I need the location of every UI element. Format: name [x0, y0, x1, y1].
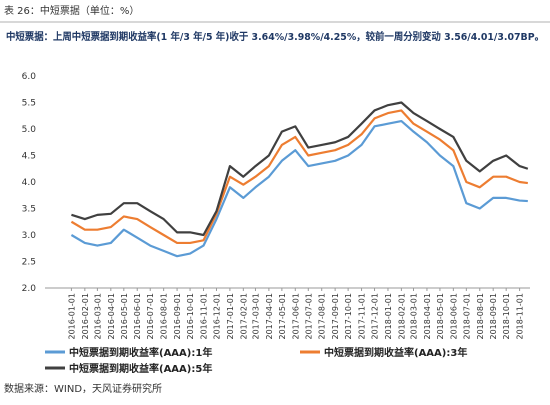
x-tick-label: 2017-09-01 [331, 293, 340, 340]
series-line [70, 109, 528, 245]
x-tick-label: 2016-02-01 [81, 293, 90, 340]
x-tick-label: 2018-01-01 [384, 293, 393, 340]
x-tick-label: 2016-11-01 [199, 293, 208, 340]
x-tick-label: 2017-03-01 [251, 293, 260, 340]
legend-label: 中短票据到期收益率(AAA):1年 [69, 346, 212, 359]
x-tick-label: 2016-12-01 [212, 293, 221, 340]
y-tick-label: 4.5 [22, 152, 36, 162]
x-tick-label: 2017-07-01 [304, 293, 313, 340]
x-tick-label: 2016-07-01 [146, 293, 155, 340]
x-tick-label: 2018-04-01 [423, 293, 432, 340]
x-tick-label: 2018-09-01 [489, 293, 498, 340]
x-tick-label: 2018-08-01 [476, 293, 485, 340]
y-tick-label: 6.0 [22, 72, 37, 82]
legend-label: 中短票据到期收益率(AAA):5年 [69, 362, 212, 375]
x-tick-label: 2017-01-01 [226, 293, 235, 340]
x-tick-label: 2017-05-01 [278, 293, 287, 340]
x-tick-label: 2016-04-01 [107, 293, 116, 340]
series-line [71, 101, 529, 237]
x-tick-label: 2016-09-01 [173, 293, 182, 340]
x-tick-label: 2016-06-01 [133, 293, 142, 340]
x-tick-label: 2018-03-01 [410, 293, 419, 340]
x-tick-label: 2018-06-01 [449, 293, 458, 340]
y-tick-label: 3.0 [22, 231, 37, 241]
x-tick-label: 2017-11-01 [358, 293, 367, 340]
source-note: 数据来源：WIND，天风证券研究所 [4, 382, 162, 395]
x-tick-label: 2016-03-01 [93, 293, 102, 340]
chart-title: 表 26：中短票据（单位：%） [4, 4, 139, 17]
x-tick-label: 2016-08-01 [160, 293, 169, 340]
legend-label: 中短票据到期收益率(AAA):3年 [324, 346, 467, 359]
x-tick-label: 2018-10-01 [502, 293, 511, 340]
y-tick-label: 3.5 [22, 205, 36, 215]
x-tick-label: 2017-12-01 [371, 293, 380, 340]
x-tick-label: 2018-07-01 [462, 293, 471, 340]
x-tick-label: 2017-06-01 [291, 293, 300, 340]
x-tick-label: 2017-10-01 [344, 293, 353, 340]
y-tick-label: 2.5 [22, 258, 36, 268]
y-tick-label: 4.0 [22, 178, 37, 188]
x-tick-label: 2018-05-01 [436, 293, 445, 340]
x-tick-label: 2016-01-01 [67, 293, 76, 340]
x-tick-label: 2016-10-01 [186, 293, 195, 340]
x-tick-label: 2017-02-01 [239, 293, 248, 340]
y-tick-label: 2.0 [22, 284, 37, 294]
series-line [70, 119, 528, 258]
x-tick-label: 2017-08-01 [318, 293, 327, 340]
x-tick-label: 2018-02-01 [397, 293, 406, 340]
chart-subtitle: 中短票据：上周中短票据到期收益率(1 年/3 年/5 年)收于 3.64%/3.… [6, 30, 544, 43]
x-tick-label: 2018-11-01 [516, 293, 525, 340]
x-tick-label: 2017-04-01 [265, 293, 274, 340]
y-tick-label: 5.5 [22, 99, 36, 109]
y-tick-label: 5.0 [22, 125, 37, 135]
x-tick-label: 2016-05-01 [120, 293, 129, 340]
